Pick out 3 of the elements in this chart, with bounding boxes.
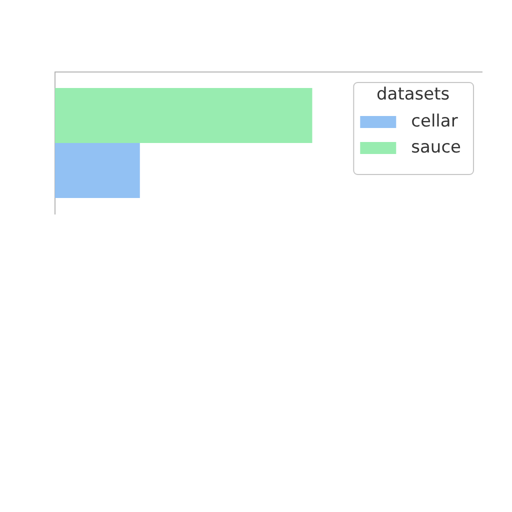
legend-label: sauce [411, 137, 462, 158]
legend-title: datasets [376, 84, 450, 104]
legend-label: cellar [411, 111, 458, 132]
